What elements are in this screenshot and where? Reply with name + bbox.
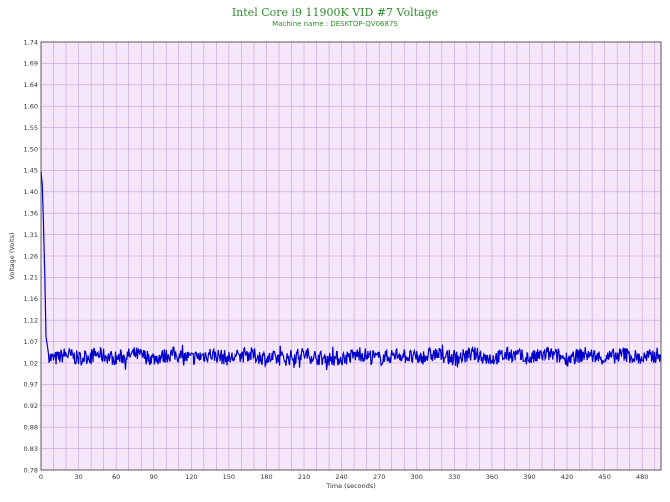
y-tick-label: 1.31 [24, 231, 38, 239]
x-tick-label: 150 [223, 473, 235, 481]
x-tick-label: 450 [598, 473, 610, 481]
x-tick-label: 30 [74, 473, 82, 481]
x-tick-label: 300 [411, 473, 423, 481]
y-tick-label: 0.92 [24, 402, 38, 410]
x-tick-label: 90 [150, 473, 158, 481]
y-tick-label: 1.74 [24, 38, 38, 46]
x-tick-label: 480 [636, 473, 648, 481]
y-tick-label: 0.78 [24, 466, 38, 474]
y-tick-label: 1.26 [24, 252, 38, 260]
x-tick-label: 420 [561, 473, 573, 481]
x-tick-label: 0 [39, 473, 43, 481]
y-tick-label: 1.45 [24, 167, 38, 175]
y-tick-label: 1.64 [24, 81, 38, 89]
y-tick-label: 1.40 [24, 188, 38, 196]
y-tick-label: 1.16 [24, 295, 38, 303]
y-tick-label: 1.36 [24, 210, 38, 218]
tick-labels: 0.78 0.83 0.88 0.92 0.97 1.02 1.07 1.12 1.16 1.21… [24, 38, 649, 481]
y-tick-label: 0.97 [24, 381, 38, 389]
y-tick-label: 1.02 [24, 359, 38, 367]
grid-lines [41, 42, 661, 470]
x-tick-label: 360 [486, 473, 498, 481]
y-tick-label: 1.50 [24, 145, 38, 153]
x-tick-label: 180 [260, 473, 272, 481]
x-tick-label: 270 [373, 473, 385, 481]
y-tick-label: 1.12 [24, 317, 38, 325]
y-tick-label: 1.55 [24, 124, 38, 132]
x-tick-label: 330 [448, 473, 460, 481]
y-tick-label: 1.21 [24, 274, 38, 282]
chart-subtitle: Machine name : DESKTOP-QV0687S [272, 20, 398, 28]
y-tick-label: 1.69 [24, 60, 38, 68]
x-tick-label: 390 [523, 473, 535, 481]
y-tick-label: 1.60 [24, 103, 38, 111]
voltage-series-line [40, 171, 662, 370]
y-axis-label: Voltage (Volts) [8, 232, 16, 279]
chart-title: Intel Core i9 11900K VID #7 Voltage [231, 6, 439, 19]
x-tick-label: 60 [112, 473, 120, 481]
x-tick-label: 240 [335, 473, 347, 481]
x-tick-label: 210 [298, 473, 310, 481]
y-tick-label: 0.83 [24, 445, 38, 453]
x-tick-label: 120 [185, 473, 197, 481]
y-tick-label: 1.07 [24, 338, 38, 346]
plot-frame [40, 41, 662, 471]
y-tick-label: 0.88 [24, 424, 38, 432]
x-axis-label: Time (seconds) [325, 482, 376, 490]
